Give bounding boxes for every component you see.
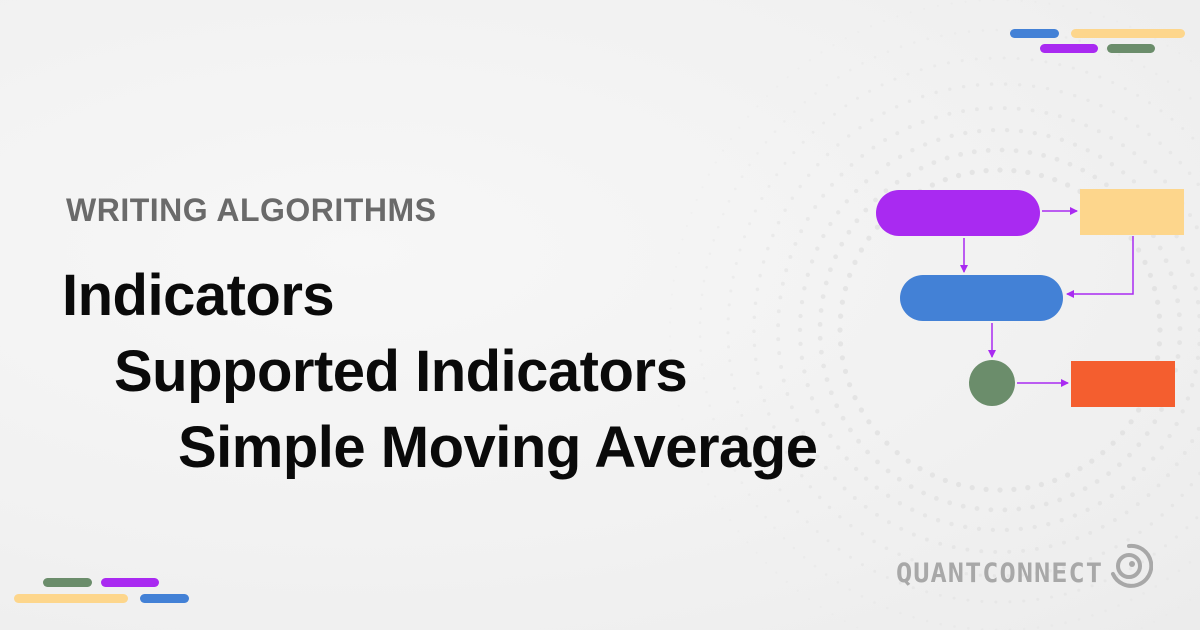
- flow-arrow-yellow-to-blue: [1066, 236, 1134, 298]
- brand-name: QUANTCONNECT: [896, 557, 1104, 589]
- quantconnect-logo: QUANTCONNECT: [896, 543, 1154, 590]
- decor-bar-yellow-bottom: [14, 594, 128, 603]
- flowchart-illustration: [876, 189, 1184, 407]
- decor-bar-blue-bottom: [140, 594, 189, 603]
- section-eyebrow: WRITING ALGORITHMS: [66, 192, 437, 228]
- decor-bar-yellow-top: [1071, 29, 1185, 38]
- flow-node-orange: [1071, 361, 1175, 407]
- flow-node-yellow: [1080, 189, 1184, 235]
- quantconnect-logo-icon: [1111, 543, 1154, 588]
- decor-bar-purple-bottom: [101, 578, 159, 587]
- decor-bar-green-top: [1107, 44, 1155, 53]
- decor-bar-purple-top: [1040, 44, 1098, 53]
- flow-node-green-circle: [969, 360, 1015, 406]
- title-level-1: Indicators: [62, 263, 335, 328]
- flow-node-purple: [876, 190, 1040, 236]
- title-level-3: Simple Moving Average: [178, 415, 818, 480]
- flow-node-blue: [900, 275, 1063, 321]
- title-level-2: Supported Indicators: [114, 339, 688, 404]
- decor-bar-blue-top: [1010, 29, 1059, 38]
- decor-bar-green-bottom: [43, 578, 92, 587]
